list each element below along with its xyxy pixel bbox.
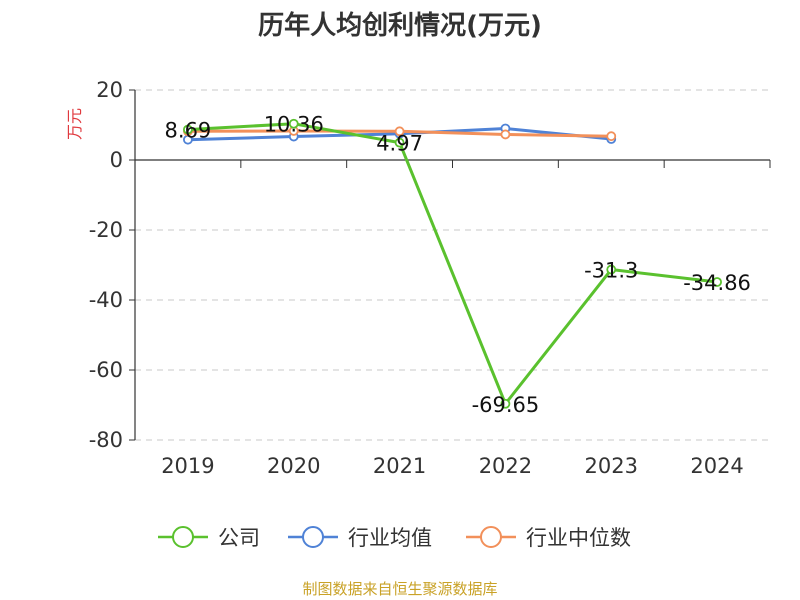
data-label: -31.3 [584, 259, 638, 283]
x-tick-label: 2024 [690, 454, 743, 478]
data-label: 10.36 [264, 113, 324, 137]
data-point [606, 264, 617, 275]
data-labels: 8.69 10.36 4.97 -69.65 -31.3 -34.86 [165, 113, 751, 417]
legend-label: 行业均值 [348, 526, 432, 550]
x-tick-label: 2023 [585, 454, 638, 478]
chart-title: 历年人均创利情况(万元) [258, 10, 542, 41]
data-label: -34.86 [683, 271, 751, 295]
data-point [183, 124, 193, 135]
y-tick-label: -80 [89, 428, 123, 452]
legend-swatch-marker [172, 526, 194, 548]
x-tick-label: 2021 [373, 454, 426, 478]
legend-item[interactable]: 公司 [158, 526, 260, 550]
y-tick-label: 0 [110, 148, 123, 172]
legend[interactable]: 公司 行业均值 行业中位数 [158, 526, 631, 550]
legend-item[interactable]: 行业均值 [288, 526, 432, 550]
data-point [500, 398, 511, 409]
data-label: -69.65 [472, 393, 540, 417]
data-point [500, 129, 511, 140]
series [183, 118, 722, 409]
data-label: 4.97 [376, 132, 423, 156]
x-tick-label: 2020 [267, 454, 320, 478]
data-label: 8.69 [165, 119, 212, 143]
series-0 [183, 118, 722, 409]
y-tick-label: -20 [89, 218, 123, 242]
legend-label: 行业中位数 [526, 526, 631, 550]
legend-item[interactable]: 行业中位数 [466, 526, 631, 550]
x-tick-label: 2019 [161, 454, 214, 478]
legend-swatch-marker [480, 526, 502, 548]
y-tick-label: -60 [89, 358, 123, 382]
legend-swatch-marker [302, 526, 324, 548]
y-axis-label: 万元 [65, 108, 84, 140]
series-line [187, 122, 718, 406]
y-tick-label: -40 [89, 288, 123, 312]
x-tick-label: 2022 [479, 454, 532, 478]
source-note: 制图数据来自恒生聚源数据库 [302, 580, 497, 598]
grid [135, 89, 770, 441]
y-tick-label: 20 [96, 78, 123, 102]
data-point [394, 137, 405, 148]
data-point [712, 277, 722, 287]
data-point [288, 118, 299, 129]
axes: 20 0 -20 -40 -60 -80 2019 2020 2021 2022 2023 2024 [89, 78, 771, 478]
data-point [606, 131, 617, 142]
data-point [394, 126, 405, 137]
legend-label: 公司 [218, 526, 260, 550]
